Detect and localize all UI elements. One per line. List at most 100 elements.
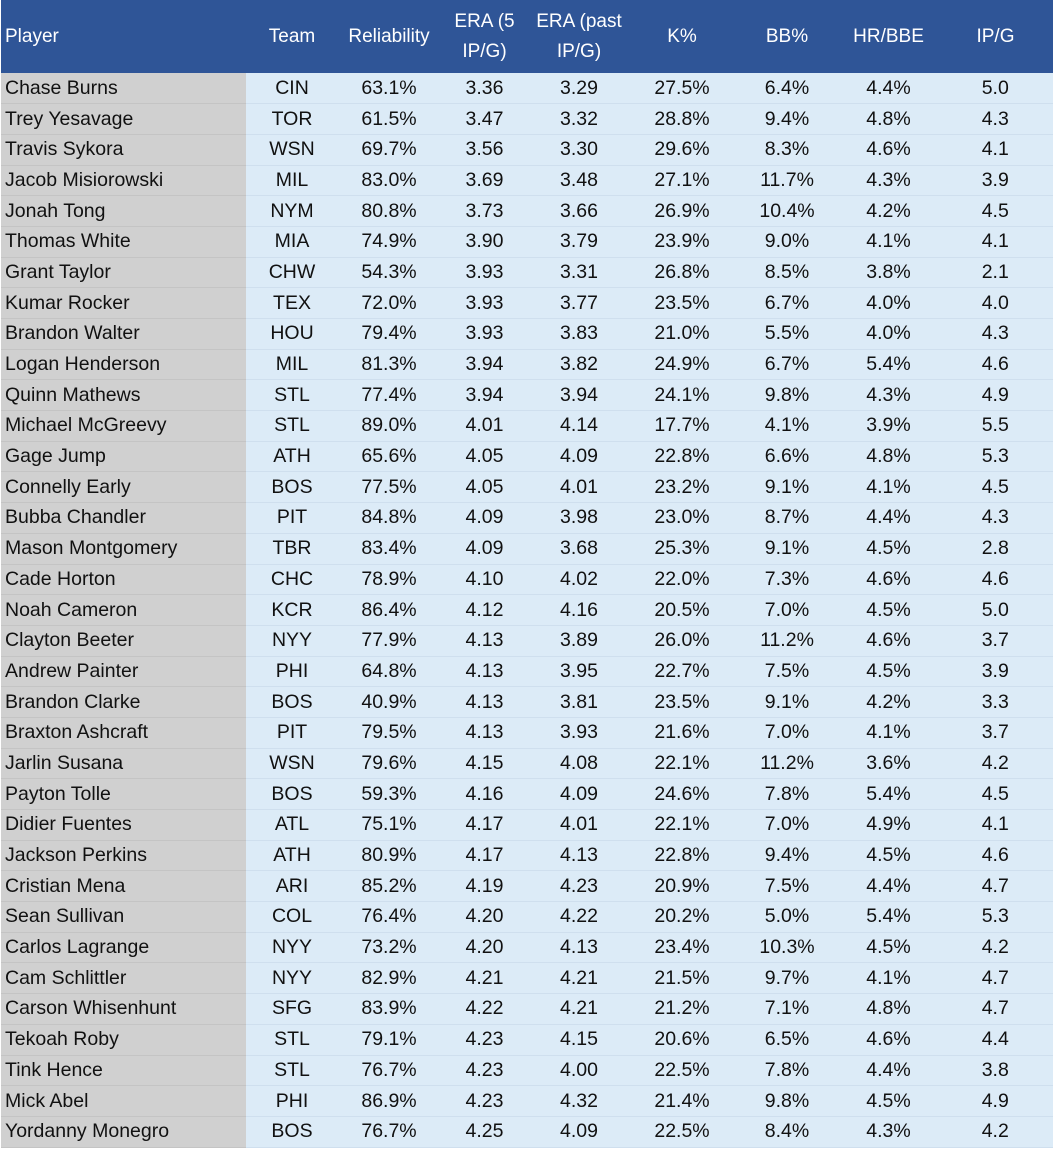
cell-bb-pct: 11.7%: [735, 165, 839, 197]
cell-k-pct: 24.9%: [629, 349, 735, 381]
cell-player: Yordanny Monegro: [1, 1116, 246, 1148]
cell-team: BOS: [246, 686, 338, 718]
cell-era-5: 4.19: [440, 870, 529, 903]
cell-era-5: 3.94: [440, 379, 529, 412]
cell-era-past: 4.02: [529, 564, 629, 596]
cell-ip-g: 5.0: [938, 73, 1053, 105]
cell-hr-bbe: 4.4%: [839, 502, 938, 534]
cell-player: Mick Abel: [1, 1085, 246, 1117]
cell-ip-g: 4.5: [938, 471, 1053, 504]
cell-era-past: 3.93: [529, 717, 629, 749]
cell-k-pct: 21.5%: [629, 962, 735, 995]
cell-reliability: 80.9%: [338, 840, 440, 872]
cell-hr-bbe: 4.0%: [839, 287, 938, 319]
cell-team: BOS: [246, 778, 338, 810]
cell-era-5: 4.16: [440, 778, 529, 810]
cell-reliability: 79.4%: [338, 318, 440, 350]
cell-team: HOU: [246, 318, 338, 350]
cell-bb-pct: 6.6%: [735, 441, 839, 473]
cell-hr-bbe: 4.4%: [839, 73, 938, 105]
cell-era-past: 3.48: [529, 165, 629, 197]
cell-era-past: 4.16: [529, 594, 629, 626]
cell-era-5: 4.17: [440, 809, 529, 841]
cell-era-5: 3.93: [440, 287, 529, 319]
cell-era-5: 3.93: [440, 257, 529, 289]
cell-ip-g: 5.3: [938, 901, 1053, 933]
table-row: Mason Montgomery TBR 83.4% 4.09 3.68 25.3% 9.1…: [1, 533, 1053, 565]
cell-player: Tink Hence: [1, 1055, 246, 1087]
cell-era-past: 4.23: [529, 870, 629, 903]
cell-era-past: 3.95: [529, 656, 629, 688]
table-row: Cade Horton CHC 78.9% 4.10 4.02 22.0% 7.3% 4.6%…: [1, 564, 1053, 596]
cell-k-pct: 26.9%: [629, 195, 735, 227]
cell-reliability: 69.7%: [338, 134, 440, 166]
cell-k-pct: 29.6%: [629, 134, 735, 166]
cell-era-5: 3.69: [440, 165, 529, 197]
cell-reliability: 54.3%: [338, 257, 440, 289]
cell-player: Mason Montgomery: [1, 533, 246, 565]
cell-bb-pct: 6.5%: [735, 1024, 839, 1056]
cell-reliability: 82.9%: [338, 962, 440, 995]
cell-ip-g: 4.1: [938, 134, 1053, 166]
cell-team: ATH: [246, 441, 338, 473]
cell-hr-bbe: 4.6%: [839, 564, 938, 596]
cell-hr-bbe: 5.4%: [839, 778, 938, 810]
cell-player: Jarlin Susana: [1, 748, 246, 780]
cell-ip-g: 3.3: [938, 686, 1053, 718]
header-era-5-line1: ERA (5: [454, 10, 515, 32]
cell-era-past: 4.09: [529, 1116, 629, 1148]
cell-era-past: 4.13: [529, 840, 629, 872]
cell-reliability: 76.4%: [338, 901, 440, 933]
cell-team: NYM: [246, 195, 338, 227]
cell-era-5: 4.22: [440, 993, 529, 1025]
cell-era-5: 4.20: [440, 901, 529, 933]
header-bb-pct: BB%: [735, 0, 840, 73]
cell-reliability: 83.9%: [338, 993, 440, 1025]
cell-ip-g: 5.0: [938, 594, 1053, 626]
cell-reliability: 77.9%: [338, 625, 440, 657]
cell-bb-pct: 9.4%: [735, 103, 839, 135]
cell-bb-pct: 8.4%: [735, 1116, 839, 1148]
cell-reliability: 76.7%: [338, 1055, 440, 1087]
table-row: Andrew Painter PHI 64.8% 4.13 3.95 22.7% 7.5% 4…: [1, 656, 1053, 688]
cell-reliability: 79.6%: [338, 748, 440, 780]
header-k-pct: K%: [629, 0, 736, 73]
cell-ip-g: 3.7: [938, 717, 1053, 749]
table-row: Chase Burns CIN 63.1% 3.36 3.29 27.5% 6.4% 4.4%…: [1, 73, 1053, 105]
cell-player: Cristian Mena: [1, 870, 246, 903]
cell-ip-g: 4.2: [938, 1116, 1053, 1148]
cell-era-past: 4.09: [529, 441, 629, 473]
cell-hr-bbe: 4.4%: [839, 1055, 938, 1087]
cell-ip-g: 3.9: [938, 656, 1053, 688]
cell-player: Jackson Perkins: [1, 840, 246, 872]
cell-era-past: 3.31: [529, 257, 629, 289]
cell-era-5: 4.25: [440, 1116, 529, 1148]
cell-team: STL: [246, 410, 338, 442]
cell-bb-pct: 9.4%: [735, 840, 839, 872]
header-team: Team: [246, 0, 339, 73]
cell-reliability: 81.3%: [338, 349, 440, 381]
cell-ip-g: 4.7: [938, 993, 1053, 1025]
cell-hr-bbe: 4.5%: [839, 1085, 938, 1117]
cell-k-pct: 23.4%: [629, 932, 735, 964]
cell-k-pct: 27.1%: [629, 165, 735, 197]
table-row: Jarlin Susana WSN 79.6% 4.15 4.08 22.1% 11.2% 3…: [1, 748, 1053, 780]
cell-team: PIT: [246, 717, 338, 749]
cell-team: PHI: [246, 656, 338, 688]
cell-player: Sean Sullivan: [1, 901, 246, 933]
cell-era-5: 4.21: [440, 962, 529, 995]
cell-ip-g: 4.4: [938, 1024, 1053, 1056]
cell-team: WSN: [246, 134, 338, 166]
cell-team: NYY: [246, 932, 338, 964]
cell-era-5: 4.13: [440, 686, 529, 718]
cell-reliability: 84.8%: [338, 502, 440, 534]
cell-bb-pct: 4.1%: [735, 410, 839, 442]
cell-k-pct: 23.9%: [629, 226, 735, 258]
cell-k-pct: 17.7%: [629, 410, 735, 442]
cell-k-pct: 22.5%: [629, 1116, 735, 1148]
cell-team: KCR: [246, 594, 338, 626]
header-era-past: ERA (past IP/G): [529, 0, 630, 73]
cell-bb-pct: 7.8%: [735, 778, 839, 810]
cell-reliability: 72.0%: [338, 287, 440, 319]
cell-k-pct: 22.0%: [629, 564, 735, 596]
